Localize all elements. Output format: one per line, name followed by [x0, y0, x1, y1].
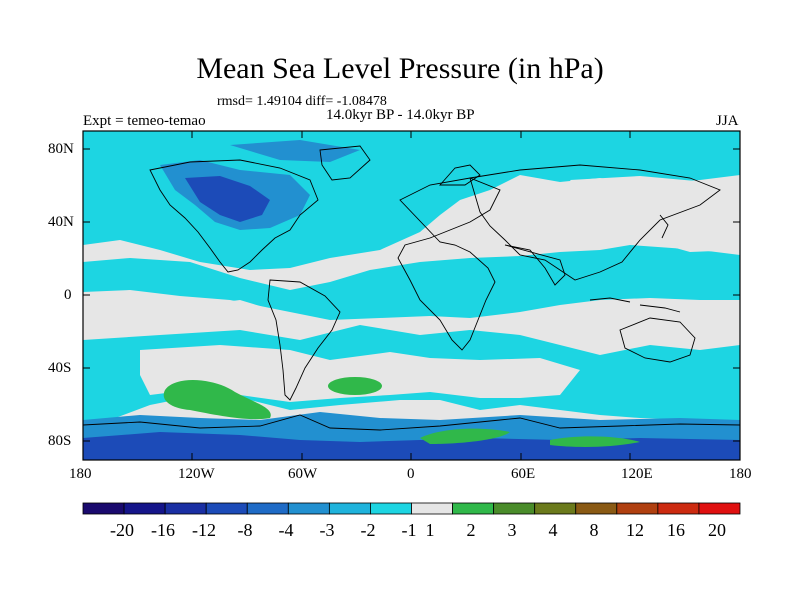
- field-antarctic-darkblue: [83, 432, 740, 460]
- colorbar-box: [575, 502, 618, 515]
- lat-label-40s: 40S: [48, 360, 72, 376]
- colorbar-box: [411, 502, 453, 515]
- field-south-pacific-green: [163, 380, 271, 420]
- colorbar-box: [493, 502, 536, 515]
- colorbar-label: 8: [589, 520, 599, 540]
- colorbar-label: 12: [626, 520, 644, 540]
- colorbar-label: 20: [708, 520, 726, 540]
- field-south-atlantic-green: [328, 377, 382, 395]
- colorbar-label: 4: [548, 520, 558, 540]
- colorbar-box: [657, 502, 700, 515]
- colorbar-box: [534, 502, 577, 515]
- field-na-darkblue: [185, 176, 270, 222]
- experiment-label: Expt = temeo-temao: [83, 113, 206, 129]
- colorbar-label: 16: [667, 520, 685, 540]
- lon-label-180e: 180: [729, 466, 752, 482]
- colorbar-box: [616, 502, 659, 515]
- field-antarctic-green-2: [550, 436, 640, 447]
- colorbar-label: 2: [466, 520, 476, 540]
- field-neutral-south: [140, 345, 580, 402]
- field-neutral-eqpacific: [83, 295, 300, 330]
- colorbar-box: [287, 502, 330, 515]
- lon-label-60w: 60W: [288, 466, 318, 482]
- colorbar-label: -12: [192, 520, 216, 540]
- colorbar-label: -2: [360, 520, 376, 540]
- colorbar-label: -3: [319, 520, 335, 540]
- field-antarctic-green-1: [420, 428, 510, 444]
- colorbar-box: [164, 502, 207, 515]
- colorbar-label: -4: [278, 520, 294, 540]
- season-label: JJA: [716, 113, 739, 129]
- colorbar-label: -16: [151, 520, 175, 540]
- colorbar-label: -8: [237, 520, 253, 540]
- colorbar: [82, 502, 741, 515]
- colorbar-box: [205, 502, 248, 515]
- lat-label-80s: 80S: [48, 433, 72, 449]
- lat-label-80n: 80N: [48, 141, 74, 157]
- colorbar-box: [82, 502, 125, 515]
- colorbar-box: [328, 502, 371, 515]
- colorbar-box: [698, 502, 741, 515]
- map-title: Mean Sea Level Pressure (in hPa): [196, 52, 604, 85]
- lon-label-120e: 120E: [621, 466, 653, 482]
- field-neutral-pacific: [570, 176, 740, 252]
- lat-label-40n: 40N: [48, 214, 74, 230]
- colorbar-box: [452, 502, 495, 515]
- lat-label-eq: 0: [64, 287, 72, 303]
- colorbar-label: 3: [507, 520, 517, 540]
- field-arctic-blue: [230, 140, 360, 162]
- colorbar-box: [370, 502, 412, 515]
- lon-label-60e: 60E: [511, 466, 536, 482]
- period-label: 14.0kyr BP - 14.0kyr BP: [326, 107, 475, 123]
- colorbar-label: -20: [110, 520, 134, 540]
- colorbar-box: [246, 502, 289, 515]
- lon-label-180w: 180: [69, 466, 92, 482]
- colorbar-label: 1: [425, 520, 435, 540]
- colorbar-box: [123, 502, 166, 515]
- lon-label-0: 0: [407, 466, 415, 482]
- colorbar-label: -1: [401, 520, 417, 540]
- axis-ticks: [82, 131, 741, 460]
- coastlines: [83, 145, 740, 431]
- lon-label-120w: 120W: [178, 466, 215, 482]
- stats-line: rmsd= 1.49104 diff= -1.08478: [217, 94, 387, 109]
